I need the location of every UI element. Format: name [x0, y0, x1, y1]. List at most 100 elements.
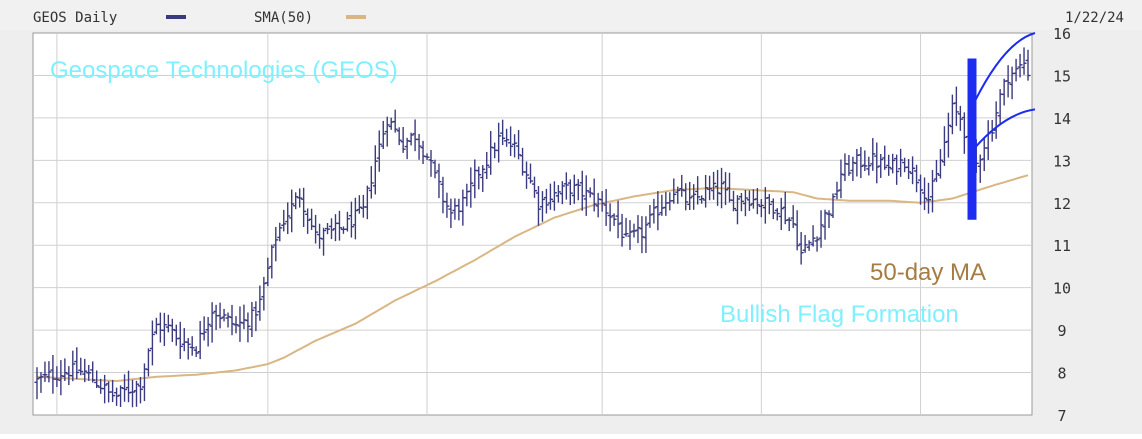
ohlc-bar — [918, 174, 924, 205]
ohlc-bar — [647, 205, 653, 228]
ohlc-bar — [814, 236, 820, 252]
ohlc-bar — [719, 167, 725, 209]
ohlc-bar — [352, 197, 358, 240]
ohlc-bar — [870, 138, 876, 171]
ohlc-bar — [468, 167, 474, 208]
ohlc-bar — [770, 198, 776, 220]
ohlc-bar — [325, 223, 331, 235]
ohlc-bar — [38, 372, 44, 393]
ohlc-bar — [480, 165, 486, 192]
ohlc-bar — [826, 210, 832, 229]
ohlc-bar — [137, 376, 143, 404]
ohlc-bar — [591, 178, 597, 212]
ohlc-bar — [691, 184, 697, 210]
chart-title-annotation: Geospace Technologies (GEOS) — [50, 57, 398, 84]
ohlc-bar — [62, 358, 68, 381]
ohlc-bar — [643, 216, 649, 253]
ohlc-bar — [766, 194, 772, 215]
ohlc-bar — [329, 218, 335, 240]
ohlc-bar — [603, 188, 609, 226]
ohlc-bar — [535, 186, 541, 226]
y-tick-label: 7 — [1057, 407, 1066, 425]
ohlc-bar — [448, 198, 454, 229]
ohlc-bar — [476, 166, 482, 190]
ohlc-bar — [563, 172, 569, 200]
ohlc-bar — [914, 164, 920, 193]
ohlc-bar — [293, 192, 299, 210]
ohlc-bar — [336, 210, 342, 241]
ohlc-bar — [90, 361, 96, 383]
ohlc-bar — [392, 109, 398, 133]
header-date: 1/22/24 — [1065, 10, 1124, 26]
ohlc-bar — [102, 374, 108, 404]
ohlc-bar — [149, 320, 155, 366]
ohlc-bar — [675, 186, 681, 204]
ohlc-bar — [922, 177, 928, 211]
y-tick-label: 12 — [1053, 195, 1071, 213]
price-bars-layer — [34, 47, 1031, 408]
legend-price-swatch — [166, 15, 186, 19]
ohlc-bar — [571, 174, 577, 204]
ohlc-bar — [977, 154, 983, 183]
ohlc-bar — [543, 188, 549, 214]
ohlc-bar — [945, 112, 951, 158]
ohlc-bar — [305, 208, 311, 234]
ohlc-bar — [679, 174, 685, 197]
ohlc-bar — [273, 226, 279, 262]
ohlc-bar — [86, 364, 92, 381]
ohlc-bar — [348, 201, 354, 238]
ohlc-bar — [862, 150, 868, 172]
ohlc-bar — [528, 163, 534, 184]
ohlc-bar — [289, 189, 295, 233]
ohlc-bar — [834, 181, 840, 200]
ohlc-bar — [941, 126, 947, 166]
bullish-flag-overlay — [967, 32, 1036, 220]
ohlc-bar — [802, 234, 808, 253]
ohlc-bar — [500, 119, 506, 146]
ohlc-bar — [313, 214, 319, 244]
ohlc-bar — [687, 181, 693, 210]
ohlc-bar — [910, 156, 916, 185]
ohlc-bar — [130, 379, 136, 408]
y-tick-label: 15 — [1053, 67, 1071, 85]
ohlc-bar — [1021, 47, 1027, 75]
ohlc-bar — [321, 227, 327, 256]
ohlc-bar — [699, 195, 705, 204]
ohlc-bar — [547, 183, 553, 210]
ohlc-bar — [496, 122, 502, 163]
ohlc-bar — [261, 276, 267, 311]
ohlc-bar — [874, 142, 880, 184]
ohlc-bar — [82, 358, 88, 383]
ohlc-bar — [619, 213, 625, 247]
ohlc-bar — [285, 202, 291, 235]
ohlc-bar — [937, 149, 943, 179]
ohlc-bar — [46, 361, 52, 383]
sma-layer — [36, 174, 1029, 383]
ohlc-bar — [806, 240, 812, 251]
ohlc-bar — [599, 191, 605, 212]
ohlc-bar — [368, 166, 374, 199]
ohlc-bar — [74, 347, 80, 380]
ohlc-bar — [607, 203, 613, 232]
ohlc-bar — [953, 86, 959, 126]
ohlc-bar — [364, 185, 370, 220]
ohlc-bar — [185, 338, 191, 360]
ohlc-bar — [34, 367, 40, 400]
ohlc-bar — [587, 187, 593, 198]
ohlc-bar — [810, 225, 816, 247]
ohlc-bar — [858, 147, 864, 179]
ohlc-bar — [428, 150, 434, 177]
ohlc-bar — [301, 187, 307, 227]
ohlc-bar — [778, 197, 784, 231]
ohlc-bar — [484, 151, 490, 180]
ohlc-bar — [822, 209, 828, 240]
ohlc-bar — [926, 182, 932, 214]
ohlc-bar — [245, 312, 251, 343]
y-tick-label: 8 — [1057, 365, 1066, 383]
ohlc-bar — [122, 374, 128, 402]
ohlc-bar — [54, 366, 60, 387]
flag-lower-line — [974, 108, 1036, 149]
ohlc-bar — [384, 116, 390, 147]
ohlc-bar — [416, 133, 422, 160]
ohlc-bar — [133, 380, 139, 407]
